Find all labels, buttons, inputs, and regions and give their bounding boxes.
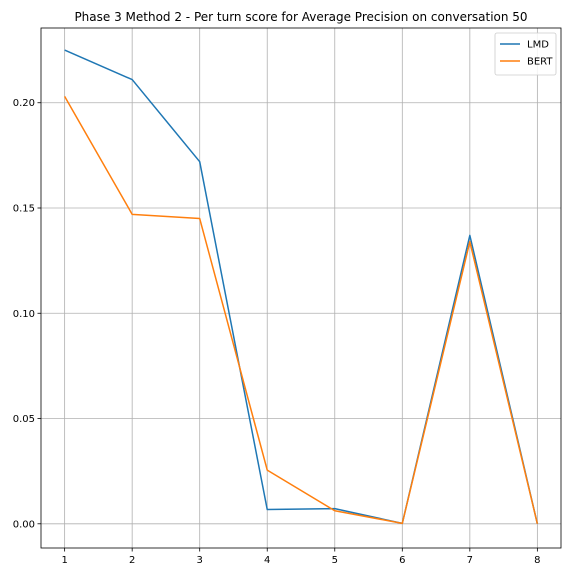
x-tick-label: 4 (264, 555, 270, 566)
grid-lines (41, 28, 561, 548)
y-tick-label: 0.05 (13, 414, 35, 425)
y-axis: 0.00 0.05 0.10 0.15 0.20 (13, 98, 41, 530)
x-tick-label: 5 (332, 555, 338, 566)
y-tick-label: 0.20 (13, 98, 35, 109)
y-tick-label: 0.00 (13, 519, 35, 530)
plot-area (41, 28, 561, 548)
series-line-bert (63, 96, 539, 525)
y-tick-label: 0.10 (13, 309, 35, 320)
x-tick-label: 8 (534, 555, 540, 566)
chart-title: Phase 3 Method 2 - Per turn score for Av… (74, 10, 527, 24)
x-tick-label: 2 (129, 555, 135, 566)
legend-label: BERT (527, 57, 553, 68)
series-line-lmd (64, 49, 539, 525)
x-tick-label: 3 (197, 555, 203, 566)
plot-frame (40, 27, 562, 549)
legend: LMD BERT (494, 32, 557, 76)
series-lines (63, 49, 539, 525)
x-tick-label: 7 (467, 555, 473, 566)
x-tick-label: 1 (61, 555, 67, 566)
legend-label: LMD (527, 40, 549, 51)
y-tick-label: 0.15 (13, 204, 35, 215)
x-axis: 1 2 3 4 5 6 7 8 (61, 548, 541, 566)
x-tick-label: 6 (399, 555, 405, 566)
